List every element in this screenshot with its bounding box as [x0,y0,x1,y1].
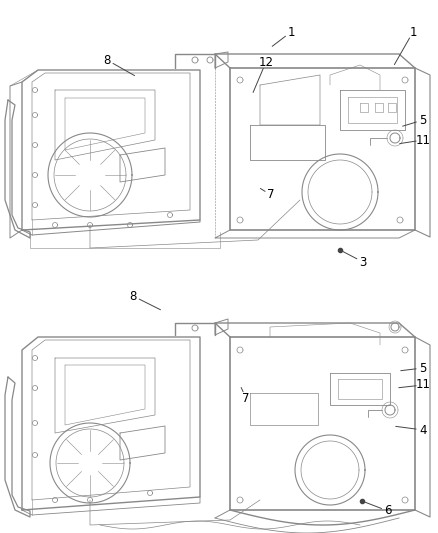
Text: 12: 12 [258,55,273,69]
Text: 8: 8 [103,53,111,67]
Text: 1: 1 [287,26,295,38]
Text: 5: 5 [419,114,427,126]
Text: 11: 11 [416,378,431,392]
Text: 4: 4 [419,424,427,437]
Text: 6: 6 [384,505,392,518]
Text: 3: 3 [359,255,367,269]
Text: 7: 7 [267,189,275,201]
Text: 7: 7 [242,392,250,405]
Text: 5: 5 [419,361,427,375]
Text: 1: 1 [409,26,417,38]
Text: 8: 8 [129,289,137,303]
Text: 11: 11 [416,133,431,147]
